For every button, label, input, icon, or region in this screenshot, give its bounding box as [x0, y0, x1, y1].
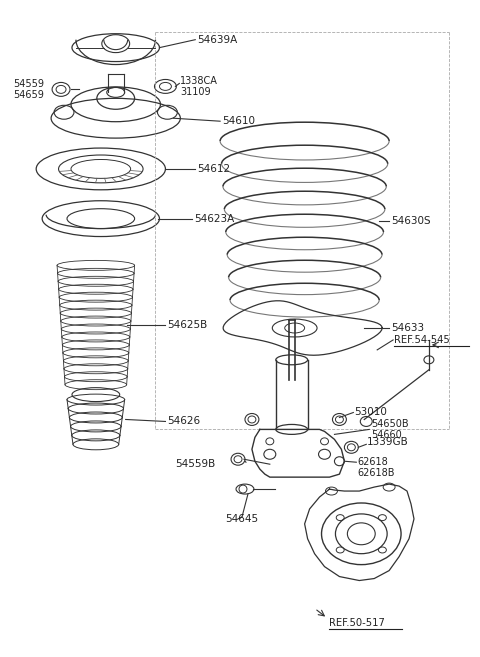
Text: 54623A: 54623A	[194, 214, 235, 223]
Text: 54630S: 54630S	[391, 215, 431, 225]
Text: 54650B: 54650B	[371, 419, 409, 430]
Ellipse shape	[276, 424, 308, 434]
Text: 54612: 54612	[197, 164, 230, 174]
Text: 62618B: 62618B	[357, 468, 395, 478]
Ellipse shape	[276, 355, 308, 365]
Text: 54645: 54645	[225, 514, 258, 524]
Text: 1339GB: 1339GB	[367, 438, 409, 447]
Text: 53010: 53010	[354, 407, 387, 417]
Text: 54633: 54633	[391, 323, 424, 333]
Text: 54625B: 54625B	[168, 320, 208, 330]
Text: 62618: 62618	[357, 457, 388, 467]
Text: 54559: 54559	[13, 79, 44, 89]
Text: REF.50-517: REF.50-517	[329, 618, 385, 628]
Text: 54626: 54626	[168, 417, 201, 426]
Text: 31109: 31109	[180, 87, 211, 97]
Text: 1338CA: 1338CA	[180, 76, 218, 87]
Text: 54659: 54659	[13, 91, 44, 101]
Text: 54660: 54660	[371, 430, 402, 440]
Text: 54559B: 54559B	[175, 459, 216, 469]
Text: 54610: 54610	[222, 116, 255, 126]
Text: REF.54-545: REF.54-545	[394, 335, 450, 345]
Text: 54639A: 54639A	[197, 35, 238, 45]
